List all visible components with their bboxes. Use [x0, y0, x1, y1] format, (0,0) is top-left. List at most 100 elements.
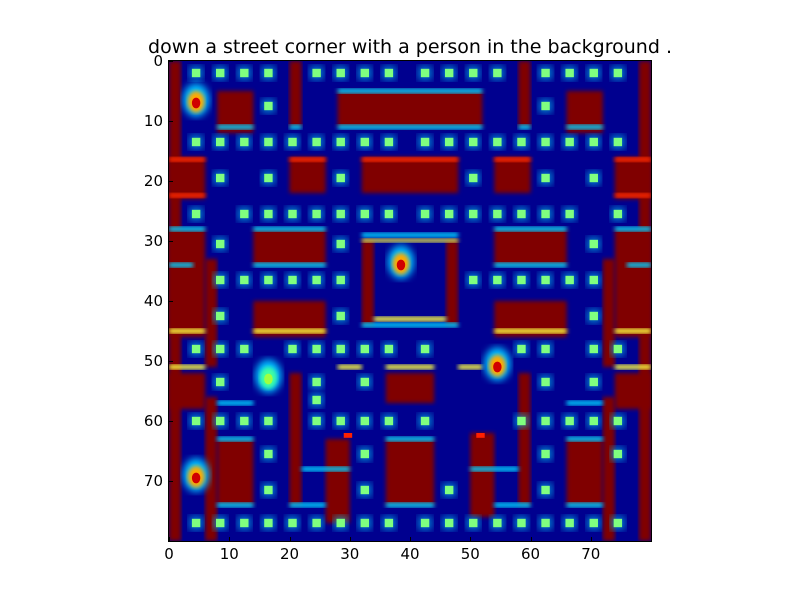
- pellets: [188, 65, 626, 531]
- pellet: [613, 209, 623, 219]
- wall-edge: [289, 502, 326, 508]
- pellet: [493, 137, 502, 147]
- characters: [182, 83, 511, 492]
- wall-edge: [385, 502, 435, 508]
- x-tick-label: 50: [460, 545, 480, 563]
- wall-edge: [385, 436, 435, 442]
- y-tick-label: 70: [143, 472, 163, 490]
- wall-edge: [614, 193, 651, 198]
- pellet: [264, 137, 273, 147]
- pellet: [517, 209, 526, 219]
- wall-block: [169, 373, 206, 409]
- pellet: [444, 518, 454, 528]
- wall-edge: [566, 436, 603, 442]
- maze-walls: [169, 61, 651, 541]
- pellet: [312, 68, 321, 78]
- pellet: [517, 518, 526, 528]
- wall-edge: [217, 124, 254, 130]
- wall-edge: [337, 88, 483, 94]
- pellet: [360, 518, 370, 528]
- maze-heatmap: [169, 61, 651, 541]
- wall-edge: [337, 364, 362, 370]
- wall-edge: [169, 364, 206, 370]
- pellet: [215, 68, 225, 78]
- y-tick-mark: [169, 181, 173, 182]
- pellet: [493, 275, 502, 285]
- wall-edge: [217, 400, 254, 406]
- pellet: [336, 137, 345, 147]
- wall-block: [169, 157, 206, 199]
- wall-edge: [614, 157, 651, 162]
- pellet: [360, 449, 370, 459]
- wall-block: [470, 433, 495, 517]
- x-tick-mark: [289, 537, 291, 541]
- wall-edge: [337, 124, 483, 130]
- pellet: [312, 395, 321, 405]
- pellet: [288, 209, 297, 219]
- wall-block: [385, 439, 435, 505]
- pellet: [360, 209, 370, 219]
- wall-edge: [217, 502, 254, 508]
- pellet: [541, 137, 550, 147]
- pellet: [420, 416, 430, 426]
- pellet: [191, 518, 201, 528]
- pellet: [215, 275, 225, 285]
- wall-block: [169, 229, 206, 337]
- pellet: [589, 137, 598, 147]
- pellet: [240, 68, 249, 78]
- x-tick-label: 10: [219, 545, 239, 563]
- wall-edge: [614, 364, 651, 370]
- pellet: [420, 209, 430, 219]
- pellet: [312, 518, 321, 528]
- pellet: [469, 173, 478, 183]
- y-tick-label: 10: [143, 112, 163, 130]
- pellet: [360, 377, 370, 387]
- pellet: [360, 485, 370, 495]
- pellet: [541, 485, 550, 495]
- pellet: [215, 377, 225, 387]
- x-tick-label: 20: [279, 545, 300, 563]
- wall-edge: [289, 157, 326, 162]
- pellet: [215, 518, 225, 528]
- pellet: [336, 68, 345, 78]
- wall-edge: [518, 124, 531, 130]
- pellet: [589, 344, 598, 354]
- ghost-center: [387, 245, 415, 279]
- wall-edge: [361, 157, 459, 162]
- pellet: [541, 518, 550, 528]
- x-tick-mark: [590, 537, 592, 541]
- wall-edge: [169, 262, 194, 268]
- pellet: [420, 518, 430, 528]
- pellet: [336, 416, 345, 426]
- pellet: [240, 209, 249, 219]
- pellet: [264, 68, 273, 78]
- wall-edge: [470, 466, 519, 472]
- y-tick-mark: [169, 241, 173, 242]
- pellet: [565, 518, 574, 528]
- wall-edge: [494, 226, 567, 232]
- wall-edge: [361, 322, 459, 328]
- pellet: [420, 68, 430, 78]
- pellet: [312, 416, 321, 426]
- wall-edge: [494, 502, 531, 508]
- wall-edge: [494, 328, 567, 334]
- pellet: [384, 416, 394, 426]
- pellet: [517, 275, 526, 285]
- x-tick-label: 70: [581, 545, 601, 563]
- x-tick-mark: [229, 537, 231, 541]
- pellet: [215, 311, 225, 321]
- wall-block: [518, 373, 531, 505]
- pellet: [541, 344, 550, 354]
- plot-title: down a street corner with a person in th…: [148, 36, 672, 58]
- pellet: [384, 518, 394, 528]
- pellet: [288, 518, 297, 528]
- pellet: [264, 173, 273, 183]
- pellet: [240, 344, 249, 354]
- pellet: [312, 344, 321, 354]
- wall-edge: [626, 262, 651, 268]
- x-tick-mark: [169, 537, 170, 541]
- pellet: [565, 275, 574, 285]
- y-tick-label: 40: [143, 292, 163, 310]
- pellet: [589, 68, 598, 78]
- wall-block: [361, 157, 459, 193]
